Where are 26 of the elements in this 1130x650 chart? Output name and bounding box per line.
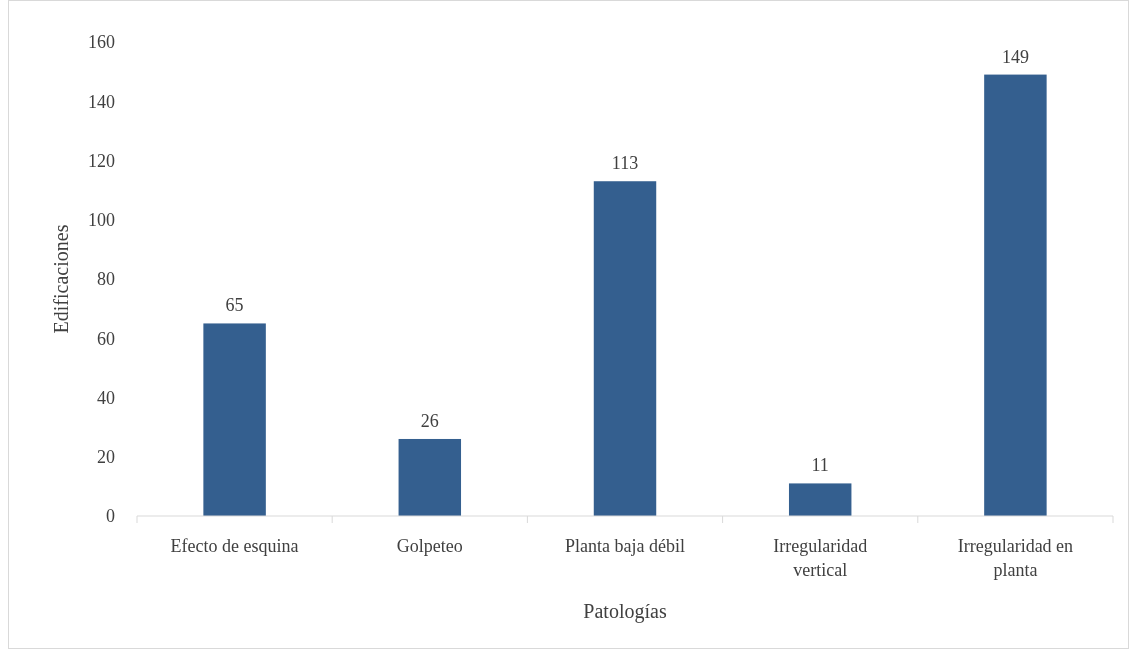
y-tick-label: 160 [88,32,115,53]
y-tick-label: 40 [97,387,115,408]
y-tick-label: 0 [106,506,115,527]
x-tick-label: Efecto de esquina [170,536,299,556]
x-tick-label: Irregularidad vertical [773,536,868,580]
y-tick-label: 20 [97,447,115,468]
y-tick-label: 60 [97,328,115,349]
bar [593,181,657,516]
y-tick-label: 140 [88,91,115,112]
x-tick-label: Irregularidad en planta [957,536,1074,580]
y-axis-title: Edificaciones [50,224,72,334]
bar [788,483,852,516]
y-tick-label: 80 [97,269,115,290]
data-label: 26 [420,410,439,431]
x-axis-title: Patologías [583,600,667,623]
y-tick-label: 100 [88,210,115,231]
bar [984,74,1047,516]
data-label: 113 [611,153,639,174]
data-label: 65 [225,295,244,316]
bar [398,438,462,516]
data-label: 11 [811,455,829,476]
x-tick-label: Planta baja débil [565,536,685,556]
data-label: 149 [1001,46,1029,67]
y-tick-label: 120 [88,150,115,171]
x-tick-label: Golpeteo [396,536,463,556]
bar [203,323,266,516]
